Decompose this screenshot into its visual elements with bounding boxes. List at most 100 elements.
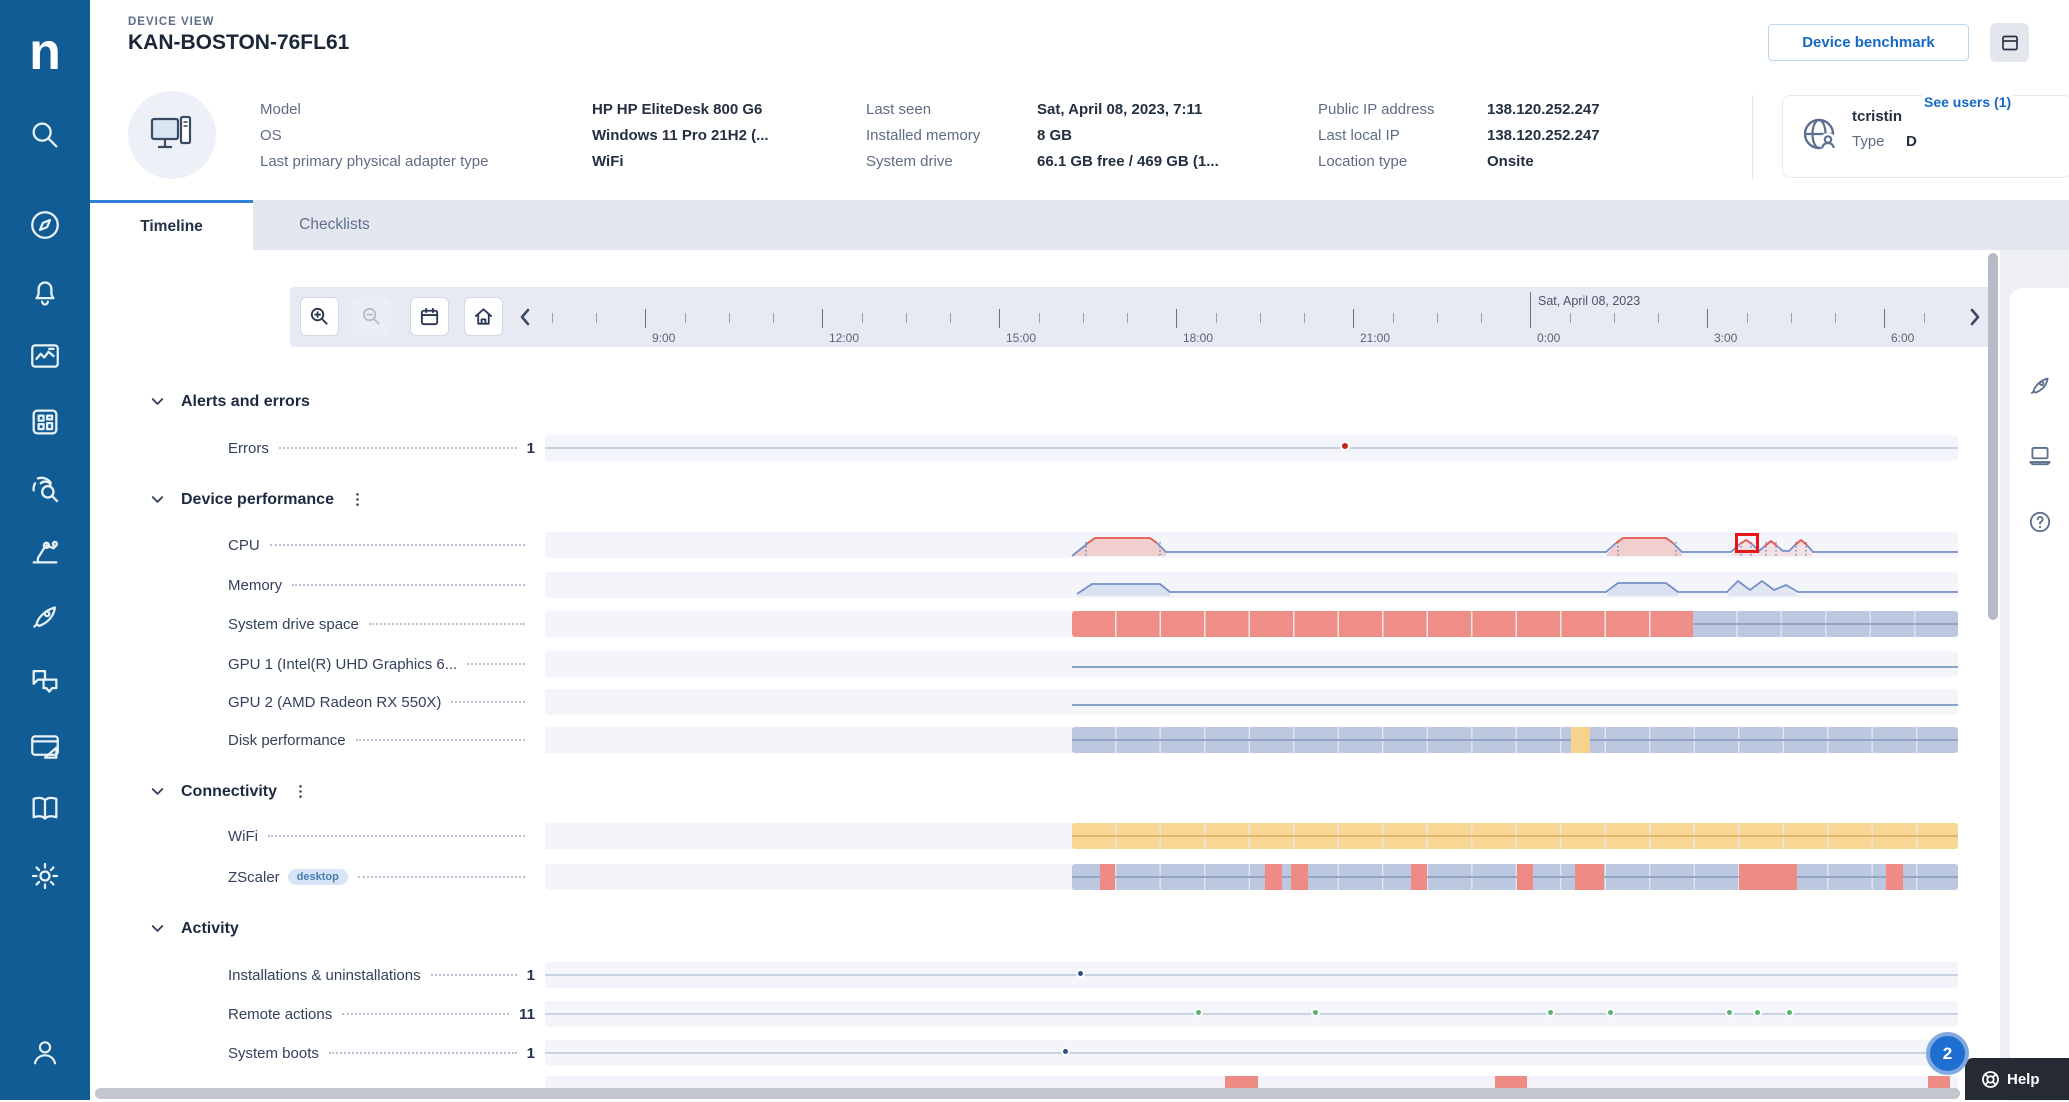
monitoring-icon[interactable] [28,339,62,373]
calendar-button[interactable] [410,297,449,336]
timeline-bar-segment[interactable] [1072,611,1693,637]
bell-icon[interactable] [28,274,62,308]
library-icon[interactable] [28,791,62,825]
timeline-bar-segment[interactable] [1928,1076,1950,1089]
chevron-down-icon[interactable] [148,490,167,509]
event-dot[interactable] [1193,1007,1203,1017]
dotted-leader [368,623,525,625]
event-dot[interactable] [1724,1007,1734,1017]
event-dot[interactable] [1310,1007,1320,1017]
timeline-bar-segment[interactable] [1571,727,1590,753]
info-value: WiFi [592,152,624,170]
minor-tick [1791,313,1792,323]
dotted-leader [269,544,525,546]
compass-icon[interactable] [28,208,62,242]
chevron-left-button[interactable] [514,305,538,329]
row-track[interactable] [545,727,1958,753]
search-icon[interactable] [28,118,62,152]
chevron-down-icon[interactable] [148,782,167,801]
launch-icon[interactable] [28,599,62,633]
chevron-down-icon[interactable] [148,392,167,411]
timeline-bar-segment[interactable] [1225,1076,1258,1089]
row-count: 1 [526,439,535,457]
info-value: 138.120.252.247 [1487,100,1600,118]
event-dot[interactable] [1605,1007,1615,1017]
section-header[interactable]: Connectivity [148,782,310,801]
row-track[interactable] [545,572,1958,598]
section-header[interactable]: Device performance [148,490,367,509]
design-icon[interactable] [28,730,62,764]
row-track[interactable] [545,823,1958,849]
axis-date-label: Sat, April 08, 2023 [1538,294,1641,308]
timeline-bar-segment[interactable] [1517,864,1533,890]
timeline-bar-segment[interactable] [1265,864,1282,890]
row-track[interactable] [545,962,1958,988]
timeline-bar-segment[interactable] [1739,864,1797,890]
timeline-bar-segment[interactable] [1411,864,1427,890]
timeline-bar-segment[interactable] [1291,864,1308,890]
help-circle-icon[interactable] [2027,509,2053,535]
timeline-bar-segment[interactable] [1495,1076,1527,1089]
see-users-link[interactable]: See users (1) [1922,94,2014,110]
chevron-right-button[interactable] [1962,305,1986,329]
timeline-bar-segment[interactable] [1100,864,1115,890]
event-dot[interactable] [1060,1046,1070,1056]
kebab-menu-icon[interactable] [348,490,367,509]
section-header[interactable]: Alerts and errors [148,392,310,411]
row-count: 1 [526,966,535,984]
section-header[interactable]: Activity [148,919,239,938]
chat-icon[interactable] [28,664,62,698]
row-label: WiFi [228,827,258,845]
bar-centerline [1072,739,1958,741]
automation-icon[interactable] [28,534,62,568]
row-track[interactable] [545,864,1958,890]
device-benchmark-button[interactable]: Device benchmark [1768,24,1969,61]
help-button[interactable]: Help [1965,1058,2069,1100]
event-dot[interactable] [1784,1007,1794,1017]
info-label: Model [260,100,301,118]
section-title: Device performance [181,490,334,508]
row-track[interactable] [545,1001,1958,1027]
laptop-icon[interactable] [2027,442,2053,468]
minor-tick [1481,313,1482,323]
rocket-icon[interactable] [2027,372,2053,398]
minor-tick [1570,313,1571,323]
horizontal-scrollbar[interactable] [95,1088,1960,1099]
dotted-leader [357,876,525,878]
timeline-bar-segment[interactable] [1693,611,1958,637]
row-count: 1 [526,1044,535,1062]
tab-checklists[interactable]: Checklists [299,216,370,233]
timeline-bar-segment[interactable] [1575,864,1604,890]
event-dot[interactable] [1545,1007,1555,1017]
timeline-bar-segment[interactable] [1072,727,1958,753]
globe-user-icon [1798,113,1844,159]
layout-panel-button[interactable] [1990,23,2029,62]
zoom-in-button[interactable] [300,297,339,336]
nexthink-logo[interactable]: n [29,23,61,81]
investigate-icon[interactable] [28,472,62,506]
event-dot[interactable] [1075,968,1085,978]
row-track[interactable] [545,689,1958,715]
timeline-bar-segment[interactable] [1886,864,1903,890]
row-track[interactable] [545,1076,1958,1089]
applications-icon[interactable] [28,405,62,439]
alert-marker-box[interactable] [1735,533,1759,553]
event-dot[interactable] [1752,1007,1762,1017]
settings-icon[interactable] [28,859,62,893]
home-button[interactable] [464,297,503,336]
row-track[interactable] [545,651,1958,677]
user-icon[interactable] [29,1036,61,1068]
row-track[interactable] [545,1040,1958,1066]
kebab-menu-icon[interactable] [291,782,310,801]
row-track[interactable] [545,435,1958,461]
row-track[interactable] [545,532,1958,558]
tab-timeline[interactable]: Timeline [90,200,253,250]
bar-centerline [1072,835,1958,837]
row-track[interactable] [545,611,1958,637]
timeline-bar-segment[interactable] [1072,864,1958,890]
notification-badge[interactable]: 2 [1926,1032,1969,1075]
chevron-down-icon[interactable] [148,919,167,938]
timeline-bar-segment[interactable] [1072,823,1958,849]
event-dot[interactable] [1340,441,1350,451]
vertical-scrollbar[interactable] [1988,253,1998,620]
